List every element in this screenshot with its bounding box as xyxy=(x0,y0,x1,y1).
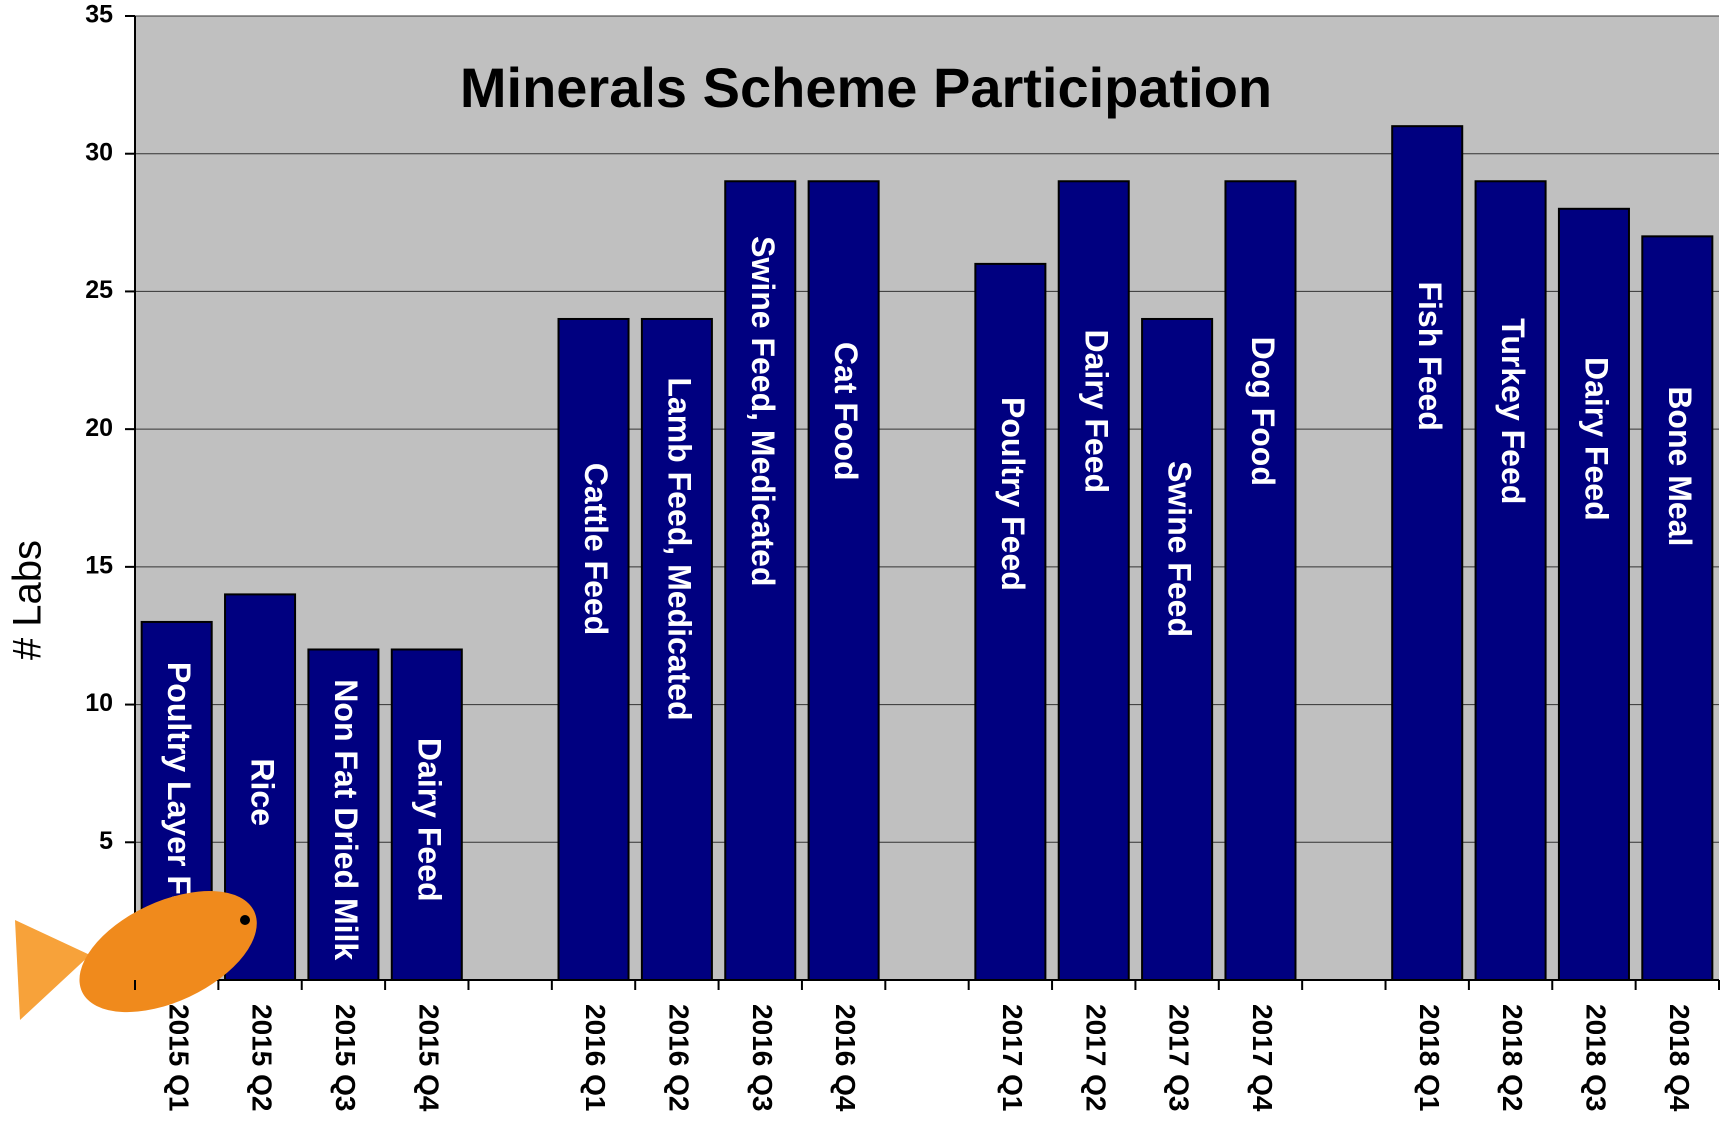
y-tick-label: 25 xyxy=(85,276,113,304)
x-tick-label: 2017 Q4 xyxy=(1247,1004,1278,1112)
y-tick-label: 20 xyxy=(85,414,113,442)
bar xyxy=(1142,319,1212,980)
bar-label: Swine Feed, Medicated xyxy=(745,236,781,586)
x-tick-label: 2017 Q3 xyxy=(1164,1004,1195,1111)
y-axis-label: # Labs xyxy=(6,540,50,660)
bar-label: Cattle Feed xyxy=(578,463,614,635)
y-tick-label: 10 xyxy=(85,689,113,717)
bar-label: Dairy Feed xyxy=(411,738,447,902)
x-tick-label: 2016 Q2 xyxy=(664,1004,695,1111)
bar xyxy=(1642,236,1712,980)
chart-title: Minerals Scheme Participation xyxy=(460,56,1272,119)
x-tick-label: 2015 Q2 xyxy=(247,1004,278,1111)
x-tick-label: 2016 Q1 xyxy=(580,1004,611,1111)
y-tick-label: 30 xyxy=(85,138,113,166)
x-tick-label: 2018 Q3 xyxy=(1581,1004,1612,1111)
bar xyxy=(1225,181,1295,980)
bar xyxy=(559,319,629,980)
bar-label: Lamb Feed, Medicated xyxy=(661,377,697,720)
bar-label: Dairy Feed xyxy=(1578,357,1614,521)
chart: Minerals Scheme Participation # Labs Pou… xyxy=(0,0,1721,1135)
fish-eye xyxy=(240,915,250,925)
y-tick-label: 5 xyxy=(99,827,113,855)
bar-label: Cat Food xyxy=(828,342,864,481)
x-tick-label: 2016 Q3 xyxy=(747,1004,778,1111)
bar-label: Dairy Feed xyxy=(1078,329,1114,493)
bar-label: Poultry Feed xyxy=(995,397,1031,591)
bar-label: Turkey Feed xyxy=(1495,318,1531,504)
bar-label: Dog Food xyxy=(1245,337,1281,486)
bar-label: Non Fat Dried Milk xyxy=(328,679,364,960)
x-tick-label: 2018 Q1 xyxy=(1414,1004,1445,1111)
bar xyxy=(1059,181,1129,980)
bar xyxy=(1392,126,1462,980)
x-tick-label: 2017 Q1 xyxy=(997,1004,1028,1111)
x-tick-label: 2017 Q2 xyxy=(1080,1004,1111,1111)
bar-label: Fish Feed xyxy=(1412,281,1448,430)
x-tick-label: 2015 Q4 xyxy=(413,1004,444,1112)
bar xyxy=(809,181,879,980)
x-tick-label: 2018 Q2 xyxy=(1497,1004,1528,1111)
bar xyxy=(1559,209,1629,980)
bar-label: Swine Feed xyxy=(1162,461,1198,637)
bar-label: Bone Meal xyxy=(1662,386,1698,546)
x-tick-label: 2016 Q4 xyxy=(830,1004,861,1112)
x-tick-label: 2015 Q1 xyxy=(163,1004,194,1111)
y-tick-label: 35 xyxy=(85,1,113,29)
bar xyxy=(975,264,1045,980)
bar xyxy=(1476,181,1546,980)
y-tick-label: 15 xyxy=(85,551,113,579)
x-tick-label: 2015 Q3 xyxy=(330,1004,361,1111)
x-tick-label: 2018 Q4 xyxy=(1664,1004,1695,1112)
bar-label: Rice xyxy=(245,758,281,826)
fish-tail xyxy=(15,920,90,1020)
